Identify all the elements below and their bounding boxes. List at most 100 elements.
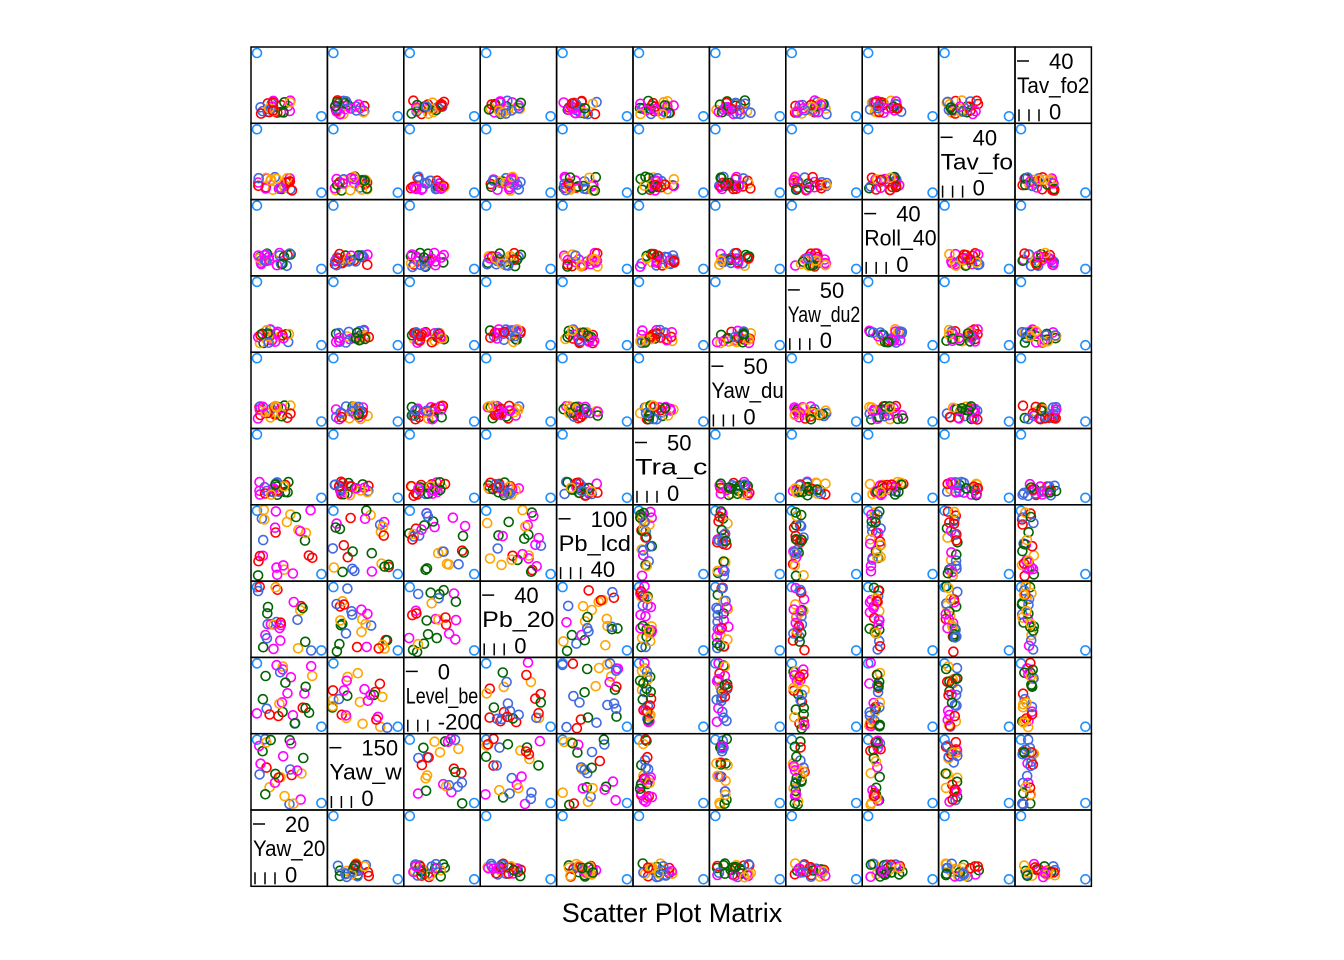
- data-point: [865, 767, 877, 779]
- data-point: [874, 696, 886, 708]
- data-point: [570, 98, 582, 110]
- data-point: [1003, 568, 1015, 580]
- data-point: [850, 645, 862, 656]
- data-point: [501, 711, 513, 723]
- data-point: [951, 673, 963, 684]
- data-point: [1017, 545, 1028, 557]
- tick-label: 40: [973, 125, 997, 150]
- data-point: [436, 101, 447, 112]
- data-point: [950, 260, 962, 272]
- data-point: [504, 405, 515, 416]
- data-point: [850, 797, 862, 809]
- data-point: [864, 710, 876, 722]
- data-point: [572, 747, 583, 758]
- data-point: [438, 180, 449, 192]
- data-point: [927, 797, 938, 809]
- data-point: [491, 713, 503, 725]
- data-point: [565, 402, 577, 414]
- data-point: [413, 483, 424, 494]
- data-point: [270, 527, 281, 538]
- data-point: [411, 608, 422, 619]
- data-point: [493, 480, 504, 492]
- data-point: [261, 703, 273, 715]
- data-point: [333, 413, 345, 425]
- data-point: [508, 336, 519, 348]
- data-point: [545, 187, 556, 198]
- data-point: [1027, 664, 1038, 676]
- data-point: [345, 255, 356, 266]
- data-point: [334, 865, 346, 877]
- data-point: [738, 328, 749, 340]
- data-point: [1038, 336, 1049, 348]
- data-point: [418, 638, 430, 650]
- data-point: [292, 642, 304, 654]
- data-point: [786, 200, 798, 211]
- data-point: [521, 669, 532, 681]
- data-point: [346, 869, 357, 880]
- data-point: [1024, 581, 1036, 593]
- data-point: [297, 752, 309, 764]
- data-point: [510, 863, 522, 874]
- data-point: [939, 47, 950, 59]
- data-point: [866, 516, 878, 527]
- data-point: [798, 708, 810, 720]
- data-point: [714, 259, 725, 271]
- data-point: [328, 352, 339, 364]
- tick-label: 40: [896, 202, 920, 227]
- data-point: [809, 176, 820, 188]
- data-point: [864, 538, 876, 550]
- data-point: [789, 483, 801, 494]
- data-point: [356, 184, 368, 195]
- data-point: [531, 560, 543, 572]
- data-point: [294, 525, 306, 537]
- data-point: [717, 582, 728, 594]
- data-point: [281, 516, 293, 528]
- data-point: [583, 482, 595, 494]
- data-point: [522, 657, 534, 668]
- data-point: [564, 870, 576, 882]
- data-point: [525, 793, 537, 805]
- data-point: [328, 200, 339, 211]
- data-point: [252, 177, 264, 188]
- data-point: [715, 506, 727, 517]
- data-point: [590, 171, 602, 183]
- data-point: [535, 697, 547, 708]
- data-point: [292, 614, 303, 626]
- data-point: [890, 180, 902, 192]
- data-point: [635, 108, 646, 120]
- data-point: [299, 636, 311, 648]
- data-point: [485, 181, 497, 193]
- data-point: [340, 628, 352, 639]
- data-point: [1024, 782, 1036, 794]
- data-point: [277, 750, 289, 762]
- data-point: [720, 535, 732, 547]
- data-point: [342, 253, 354, 265]
- data-point: [545, 797, 556, 809]
- data-point: [722, 759, 733, 771]
- data-point: [416, 870, 427, 882]
- data-point: [341, 675, 353, 687]
- data-point: [788, 760, 800, 772]
- panel-grid: [250, 46, 1093, 888]
- data-point: [427, 484, 439, 496]
- data-point: [805, 401, 817, 412]
- data-point: [711, 758, 722, 769]
- data-point: [948, 646, 959, 658]
- data-point: [1022, 734, 1034, 746]
- data-point: [483, 862, 494, 874]
- data-point: [567, 324, 579, 335]
- data-point: [261, 608, 273, 619]
- data-point: [328, 810, 339, 822]
- data-point: [480, 734, 492, 746]
- data-point: [1023, 413, 1034, 425]
- data-point: [638, 677, 649, 689]
- data-point: [646, 791, 658, 803]
- data-point: [288, 596, 300, 608]
- data-point: [406, 401, 418, 413]
- data-point: [562, 600, 574, 612]
- data-point: [265, 175, 276, 186]
- data-point: [480, 429, 492, 440]
- data-point: [347, 563, 358, 575]
- data-point: [493, 530, 504, 541]
- data-point: [621, 263, 633, 275]
